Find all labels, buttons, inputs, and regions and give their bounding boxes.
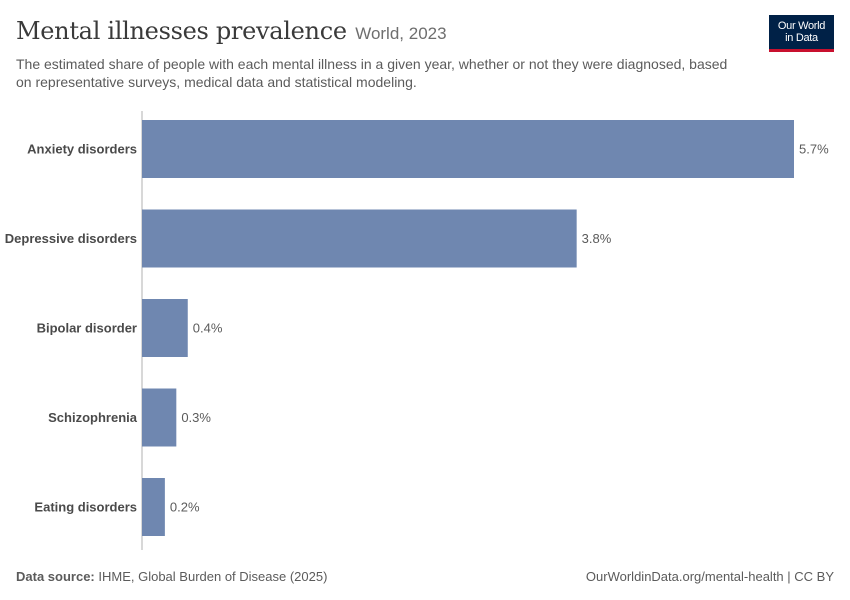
data-source: Data source: IHME, Global Burden of Dise…	[16, 569, 327, 584]
chart-title: Mental illnesses prevalence	[16, 17, 347, 45]
data-source-label: Data source:	[16, 569, 95, 584]
data-source-link[interactable]: IHME, Global Burden of Disease (2025)	[98, 569, 328, 584]
chart-footer: Data source: IHME, Global Burden of Dise…	[16, 569, 834, 584]
value-label: 5.7%	[799, 142, 829, 157]
bar[interactable]	[142, 209, 577, 268]
logo-line-2: in Data	[785, 32, 818, 44]
value-label: 3.8%	[582, 231, 612, 246]
bar[interactable]	[142, 478, 165, 536]
category-label: Eating disorders	[34, 500, 137, 515]
bar[interactable]	[142, 120, 794, 178]
bar[interactable]	[142, 299, 188, 357]
value-label: 0.3%	[181, 410, 211, 425]
value-label: 0.4%	[193, 321, 223, 336]
footer-url-license[interactable]: OurWorldinData.org/mental-health | CC BY	[585, 569, 834, 584]
title-line: Mental illnesses prevalence World, 2023	[16, 14, 756, 52]
category-label: Depressive disorders	[5, 231, 137, 246]
logo-line-1: Our World	[777, 20, 826, 32]
value-label: 0.2%	[170, 500, 200, 515]
chart-description: The estimated share of people with each …	[16, 56, 728, 90]
entity-year-label[interactable]: World, 2023	[355, 24, 447, 43]
category-label: Bipolar disorder	[37, 321, 137, 336]
category-label: Anxiety disorders	[27, 142, 137, 157]
owid-logo[interactable]: Our World in Data	[769, 15, 834, 52]
bar[interactable]	[142, 388, 177, 447]
chart-header: Mental illnesses prevalence World, 2023 …	[16, 14, 756, 91]
category-label: Schizophrenia	[48, 410, 138, 425]
